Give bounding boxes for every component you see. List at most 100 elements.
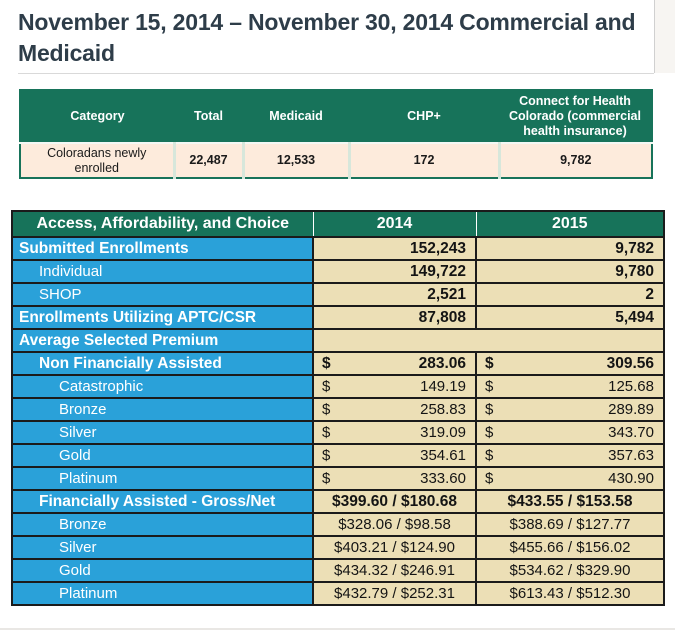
amount: 354.61 bbox=[420, 447, 466, 464]
metrics-empty-values bbox=[312, 328, 665, 353]
metrics-row-label: SHOP bbox=[11, 282, 314, 307]
amount: 430.90 bbox=[608, 470, 654, 487]
currency-symbol: $ bbox=[485, 355, 494, 372]
currency-symbol: $ bbox=[322, 424, 331, 441]
amount: 149.19 bbox=[420, 378, 466, 395]
summary-cfhc-cell: 9,782 bbox=[497, 142, 652, 178]
summary-header-chp: CHP+ bbox=[349, 90, 499, 143]
metrics-value-2015: $357.63 bbox=[475, 443, 665, 468]
summary-header-total: Total bbox=[174, 90, 243, 143]
metrics-value-2014: $333.60 bbox=[312, 466, 477, 491]
metrics-row-label: Enrollments Utilizing APTC/CSR bbox=[11, 305, 314, 330]
metrics-value-2014: $149.19 bbox=[312, 374, 477, 399]
amount: 343.70 bbox=[608, 424, 654, 441]
metrics-value-2014: $432.79 / $252.31 bbox=[312, 581, 477, 606]
amount: 319.09 bbox=[420, 424, 466, 441]
summary-chp-cell: 172 bbox=[347, 142, 499, 178]
currency-symbol: $ bbox=[322, 378, 331, 395]
metrics-row: Platinum $333.60 $430.90 bbox=[11, 466, 665, 491]
metrics-value-2015: 9,782 bbox=[475, 236, 665, 261]
metrics-header-2014: 2014 bbox=[312, 210, 477, 238]
metrics-row: Silver $403.21 / $124.90 $455.66 / $156.02 bbox=[11, 535, 665, 560]
metrics-header-title: Access, Affordability, and Choice bbox=[11, 210, 314, 238]
currency-symbol: $ bbox=[485, 447, 494, 464]
metrics-value-2014: 152,243 bbox=[312, 236, 477, 261]
metrics-row: Platinum $432.79 / $252.31 $613.43 / $512.… bbox=[11, 581, 665, 606]
metrics-header-row: Access, Affordability, and Choice 2014 2… bbox=[11, 210, 665, 238]
currency-symbol: $ bbox=[485, 401, 494, 418]
amount: 289.89 bbox=[608, 401, 654, 418]
currency-symbol: $ bbox=[322, 447, 331, 464]
metrics-row: Enrollments Utilizing APTC/CSR 87,808 5,49… bbox=[11, 305, 665, 330]
metrics-row: Individual 149,722 9,780 bbox=[11, 259, 665, 284]
metrics-row-label: Platinum bbox=[11, 581, 314, 606]
currency-symbol: $ bbox=[322, 470, 331, 487]
summary-category-cell: Coloradans newly enrolled bbox=[20, 142, 174, 178]
metrics-value-2014: $399.60 / $180.68 bbox=[312, 489, 477, 514]
metrics-row-label: Individual bbox=[11, 259, 314, 284]
metrics-header-2015: 2015 bbox=[475, 210, 665, 238]
metrics-row-label: Bronze bbox=[11, 397, 314, 422]
metrics-row: Bronze $328.06 / $98.58 $388.69 / $127.77 bbox=[11, 512, 665, 537]
metrics-row-label: Silver bbox=[11, 535, 314, 560]
metrics-row-label: Submitted Enrollments bbox=[11, 236, 314, 261]
metrics-row-label: Silver bbox=[11, 420, 314, 445]
amount: 258.83 bbox=[420, 401, 466, 418]
metrics-row: Bronze $258.83 $289.89 bbox=[11, 397, 665, 422]
metrics-row: Non Financially Assisted $283.06 $309.56 bbox=[11, 351, 665, 376]
metrics-table-body: Submitted Enrollments 152,243 9,782 Individ… bbox=[11, 236, 665, 606]
metrics-value-2015: $433.55 / $153.58 bbox=[475, 489, 665, 514]
metrics-row-label: Gold bbox=[11, 443, 314, 468]
metrics-value-2015: 9,780 bbox=[475, 259, 665, 284]
metrics-row: Silver $319.09 $343.70 bbox=[11, 420, 665, 445]
amount: 125.68 bbox=[608, 378, 654, 395]
metrics-row-label: Bronze bbox=[11, 512, 314, 537]
amount: 283.06 bbox=[418, 355, 466, 372]
metrics-value-2015: $430.90 bbox=[475, 466, 665, 491]
metrics-row: SHOP 2,521 2 bbox=[11, 282, 665, 307]
metrics-value-2014: $258.83 bbox=[312, 397, 477, 422]
metrics-value-2015: $534.62 / $329.90 bbox=[475, 558, 665, 583]
metrics-value-2015: $125.68 bbox=[475, 374, 665, 399]
page-title: November 15, 2014 – November 30, 2014 Co… bbox=[18, 9, 636, 66]
metrics-value-2014: 2,521 bbox=[312, 282, 477, 307]
metrics-row-label: Platinum bbox=[11, 466, 314, 491]
metrics-row: Catastrophic $149.19 $125.68 bbox=[11, 374, 665, 399]
metrics-value-2014: $354.61 bbox=[312, 443, 477, 468]
metrics-value-2014: 149,722 bbox=[312, 259, 477, 284]
page-edge-bottom bbox=[0, 628, 675, 630]
metrics-row: Submitted Enrollments 152,243 9,782 bbox=[11, 236, 665, 261]
metrics-row-label: Financially Assisted - Gross/Net bbox=[11, 489, 314, 514]
metrics-value-2015: $343.70 bbox=[475, 420, 665, 445]
metrics-value-2015: $613.43 / $512.30 bbox=[475, 581, 665, 606]
metrics-row-label: Gold bbox=[11, 558, 314, 583]
metrics-row-label: Average Selected Premium bbox=[11, 328, 314, 353]
metrics-row: Gold $354.61 $357.63 bbox=[11, 443, 665, 468]
currency-symbol: $ bbox=[322, 355, 331, 372]
page-edge-right bbox=[654, 0, 675, 73]
metrics-table: Access, Affordability, and Choice 2014 2… bbox=[11, 210, 665, 606]
amount: 357.63 bbox=[608, 447, 654, 464]
summary-header-row: Category Total Medicaid CHP+ Connect for… bbox=[20, 90, 652, 143]
metrics-value-2015: $455.66 / $156.02 bbox=[475, 535, 665, 560]
metrics-value-2015: $289.89 bbox=[475, 397, 665, 422]
currency-symbol: $ bbox=[322, 401, 331, 418]
metrics-value-2014: $403.21 / $124.90 bbox=[312, 535, 477, 560]
metrics-value-2014: $319.09 bbox=[312, 420, 477, 445]
metrics-value-2015: 5,494 bbox=[475, 305, 665, 330]
amount: 309.56 bbox=[606, 355, 654, 372]
summary-header-medicaid: Medicaid bbox=[243, 90, 349, 143]
summary-medicaid-cell: 12,533 bbox=[241, 142, 349, 178]
metrics-row: Financially Assisted - Gross/Net $399.60 … bbox=[11, 489, 665, 514]
summary-data-row: Coloradans newly enrolled 22,487 12,533 … bbox=[20, 142, 652, 178]
metrics-row-label: Non Financially Assisted bbox=[11, 351, 314, 376]
metrics-row-label: Catastrophic bbox=[11, 374, 314, 399]
metrics-value-2015: $309.56 bbox=[475, 351, 665, 376]
metrics-value-2015: 2 bbox=[475, 282, 665, 307]
summary-header-category: Category bbox=[20, 90, 174, 143]
summary-total-cell: 22,487 bbox=[172, 142, 243, 178]
currency-symbol: $ bbox=[485, 378, 494, 395]
metrics-value-2014: 87,808 bbox=[312, 305, 477, 330]
currency-symbol: $ bbox=[485, 424, 494, 441]
summary-header-cfhc: Connect for Health Colorado (commercial … bbox=[499, 90, 652, 143]
